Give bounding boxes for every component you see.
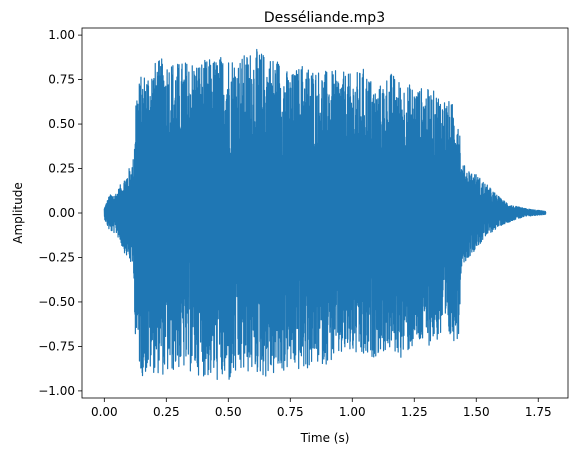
- x-tick-label: 0.75: [277, 405, 304, 419]
- y-tick-label: −0.75: [38, 339, 75, 353]
- chart-title: Desséliande.mp3: [264, 10, 385, 26]
- waveform-line: [103, 48, 547, 380]
- y-tick-label: 0.25: [48, 162, 75, 176]
- x-axis: 0.00 0.25 0.50 0.75 1.00 1.25 1.50 1.75: [91, 398, 552, 419]
- plot-area: [103, 48, 547, 380]
- x-tick-label: 1.75: [525, 405, 552, 419]
- x-tick-label: 1.25: [401, 405, 428, 419]
- x-tick-label: 1.00: [339, 405, 366, 419]
- y-tick-label: −0.25: [38, 250, 75, 264]
- x-tick-label: 1.50: [463, 405, 490, 419]
- y-tick-label: 1.00: [48, 28, 75, 42]
- y-tick-label: −1.00: [38, 384, 75, 398]
- y-tick-label: −0.50: [38, 295, 75, 309]
- x-axis-label: Time (s): [300, 431, 350, 445]
- y-axis: −1.00 −0.75 −0.50 −0.25 0.00 0.25 0.50 0.75 1.00: [38, 28, 82, 398]
- x-tick-label: 0.25: [153, 405, 180, 419]
- x-tick-label: 0.50: [215, 405, 242, 419]
- x-tick-label: 0.00: [91, 405, 118, 419]
- waveform-series: [103, 48, 547, 380]
- y-tick-label: 0.00: [48, 206, 75, 220]
- y-tick-label: 0.75: [48, 73, 75, 87]
- y-tick-label: 0.50: [48, 117, 75, 131]
- y-axis-label: Amplitude: [11, 182, 25, 244]
